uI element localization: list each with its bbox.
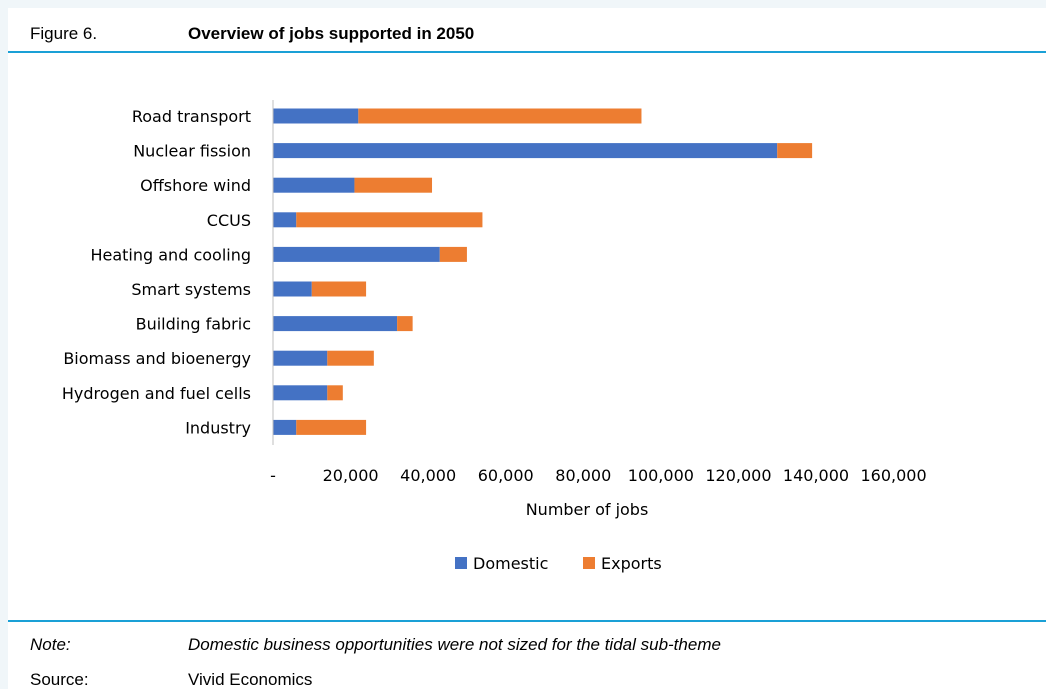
bars [273,108,813,435]
figure-label: Figure 6. [30,24,98,43]
category-labels: Road transport Nuclear fission Offshore wi… [62,107,251,437]
bar-domestic [273,143,778,159]
top-rule [8,51,1046,53]
legend-label-domestic: Domestic [473,554,548,573]
bar-domestic [273,212,297,228]
note-label: Note: [30,635,71,654]
legend: Domestic Exports [455,554,662,573]
category-label: Biomass and bioenergy [63,349,251,368]
bar-domestic [273,419,297,435]
note-text: Domestic business opportunities were not… [188,635,721,654]
category-label: Offshore wind [140,176,251,195]
x-tick-label: 80,000 [555,466,611,485]
x-axis-title: Number of jobs [526,500,649,519]
x-tick-label: 140,000 [783,466,849,485]
bar-domestic [273,108,359,124]
legend-label-exports: Exports [601,554,662,573]
bar-exports [311,281,367,297]
bar-domestic [273,177,355,193]
bar-exports [397,316,413,332]
bar-domestic [273,246,440,262]
bar-exports [327,385,343,401]
category-label: Industry [185,418,251,437]
bar-domestic [273,350,328,366]
bar-domestic [273,281,312,297]
source-label: Source: [30,670,89,689]
x-tick-label: 120,000 [705,466,771,485]
bar-exports [296,419,367,435]
x-tick-label: 60,000 [478,466,534,485]
bar-exports [354,177,433,193]
figure-title: Overview of jobs supported in 2050 [188,24,475,43]
category-label: Nuclear fission [133,142,251,161]
category-label: Smart systems [131,280,251,299]
x-tick-labels: - 20,000 40,000 60,000 80,000 100,000 120,000 1… [270,466,927,485]
bar-exports [296,212,483,228]
x-tick-label: 100,000 [628,466,694,485]
category-label: Road transport [132,107,251,126]
x-tick-label: 160,000 [860,466,926,485]
legend-swatch-domestic [455,557,467,569]
category-label: Heating and cooling [90,245,251,264]
bar-exports [358,108,642,124]
legend-swatch-exports [583,557,595,569]
category-label: Building fabric [136,315,251,334]
x-tick-label: 20,000 [323,466,379,485]
source-text: Vivid Economics [188,670,313,689]
category-label: Hydrogen and fuel cells [62,384,251,403]
category-label: CCUS [207,211,251,230]
bottom-rule [8,620,1046,622]
bar-exports [777,143,813,159]
x-tick-label: 40,000 [400,466,456,485]
bar-exports [327,350,374,366]
bar-domestic [273,316,398,332]
stacked-bar-chart: Road transport Nuclear fission Offshore wi… [62,100,927,573]
bar-exports [439,246,467,262]
x-tick-label: - [270,466,276,485]
bar-domestic [273,385,328,401]
